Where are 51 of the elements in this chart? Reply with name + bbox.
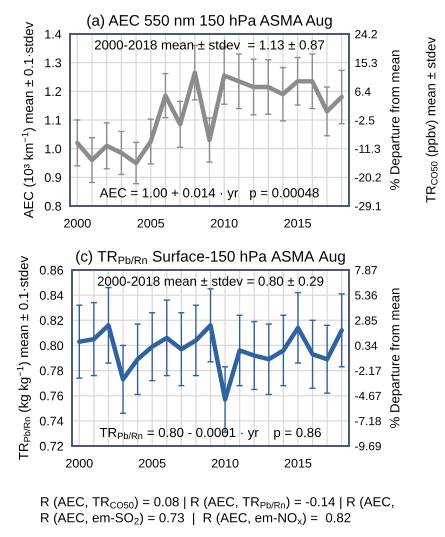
x-tick-label: 2010 — [210, 218, 238, 228]
y2-tick-label: 0.34 — [355, 342, 378, 350]
text: TR$_{CO50}$ (ppbv) mean ± stdev — [426, 37, 438, 203]
y2-axis-title: % Departure from mean — [390, 50, 402, 190]
y2-tick-label: -4.67 — [355, 392, 381, 400]
y-tick-label: 0.82 — [40, 316, 64, 325]
y-tick-label: 0.86 — [40, 266, 64, 275]
y2-tick-label: -7.18 — [355, 416, 381, 426]
y2-tick-label: -9.69 — [355, 442, 381, 450]
y-axis-title: AEC (10³ km$^{−1}$) mean ± 0.1·stdev — [22, 22, 36, 218]
y2-tick-label: -29.1 — [355, 202, 381, 210]
y-tick-label: 1.0 — [45, 144, 62, 154]
y2-tick-label: 5.36 — [355, 291, 378, 300]
x-tick-label: 2000 — [66, 458, 93, 468]
annotation: AEC = 1.00 + 0.014 · yr p = 0.00048 — [100, 188, 319, 200]
y-axis-title: TR$_{Pb/Rn}$ (kg kg$^{−1}$) mean ± 0.1·stdev — [16, 256, 31, 460]
x-tick-label: 2010 — [212, 458, 238, 468]
chart-title: (a) AEC 550 nm 150 hPa ASMA Aug — [87, 14, 332, 29]
y2-tick-label: -2.5 — [355, 116, 374, 125]
y2-tick-label: 2.85 — [355, 316, 378, 325]
x-tick-label: 2015 — [284, 218, 311, 228]
y2-tick-label: 6.4 — [355, 87, 371, 96]
annotation: 2000-2018 mean ± stdev = 1.13 ± 0.87 — [94, 40, 324, 50]
y-tick-label: 0.78 — [40, 366, 64, 376]
y-tick-label: 0.84 — [40, 290, 64, 300]
y-tick-label: 0.76 — [40, 392, 64, 400]
y-tick-label: 1.1 — [45, 116, 62, 125]
text: R (AEC, em-SO$_{2}$) = 0.73 | R (AEC, em-NO$_{x}$) = 0.82 — [41, 512, 350, 526]
y-tick-label: 0.80 — [40, 341, 64, 350]
y-tick-label: 1.3 — [45, 58, 62, 68]
y2-tick-label: 24.2 — [355, 30, 377, 38]
y2-axis-title: % Departure from mean — [390, 288, 402, 428]
y-tick-label: 0.8 — [44, 202, 62, 211]
annotation: TR$_{Pb/Rn}$ = 0.80 - 0.0001 · yr p = 0.86 — [100, 428, 321, 440]
y-tick-label: 0.9 — [44, 173, 62, 182]
y-tick-label: 1.4 — [45, 30, 62, 39]
y-tick-label: 1.2 — [45, 87, 62, 96]
y2-tick-label: 7.87 — [355, 266, 377, 274]
x-tick-label: 2005 — [138, 458, 166, 468]
x-tick-label: 2005 — [137, 218, 164, 228]
y-tick-label: 0.72 — [40, 442, 64, 451]
y2-tick-label: -20.2 — [355, 173, 381, 182]
chart-title: (c) TR$_{Pb/Rn}$ Surface-150 hPa ASMA Aug — [76, 250, 345, 265]
x-tick-label: 2015 — [284, 458, 312, 468]
x-tick-label: 2000 — [64, 218, 91, 228]
y-tick-label: 0.74 — [40, 416, 64, 426]
y2-tick-label: 15.3 — [355, 58, 378, 68]
y2-tick-label: -11.3 — [355, 144, 380, 153]
text: R (AEC, TR$_{CO50}$) = 0.08 | R (AEC, TR$_{Pb/Rn}$) = -0.14 | R (AEC, — [41, 496, 394, 510]
annotation: 2000-2018 mean ± stdev = 0.80 ± 0.29 — [98, 276, 324, 286]
y2-tick-label: -2.17 — [355, 366, 381, 375]
